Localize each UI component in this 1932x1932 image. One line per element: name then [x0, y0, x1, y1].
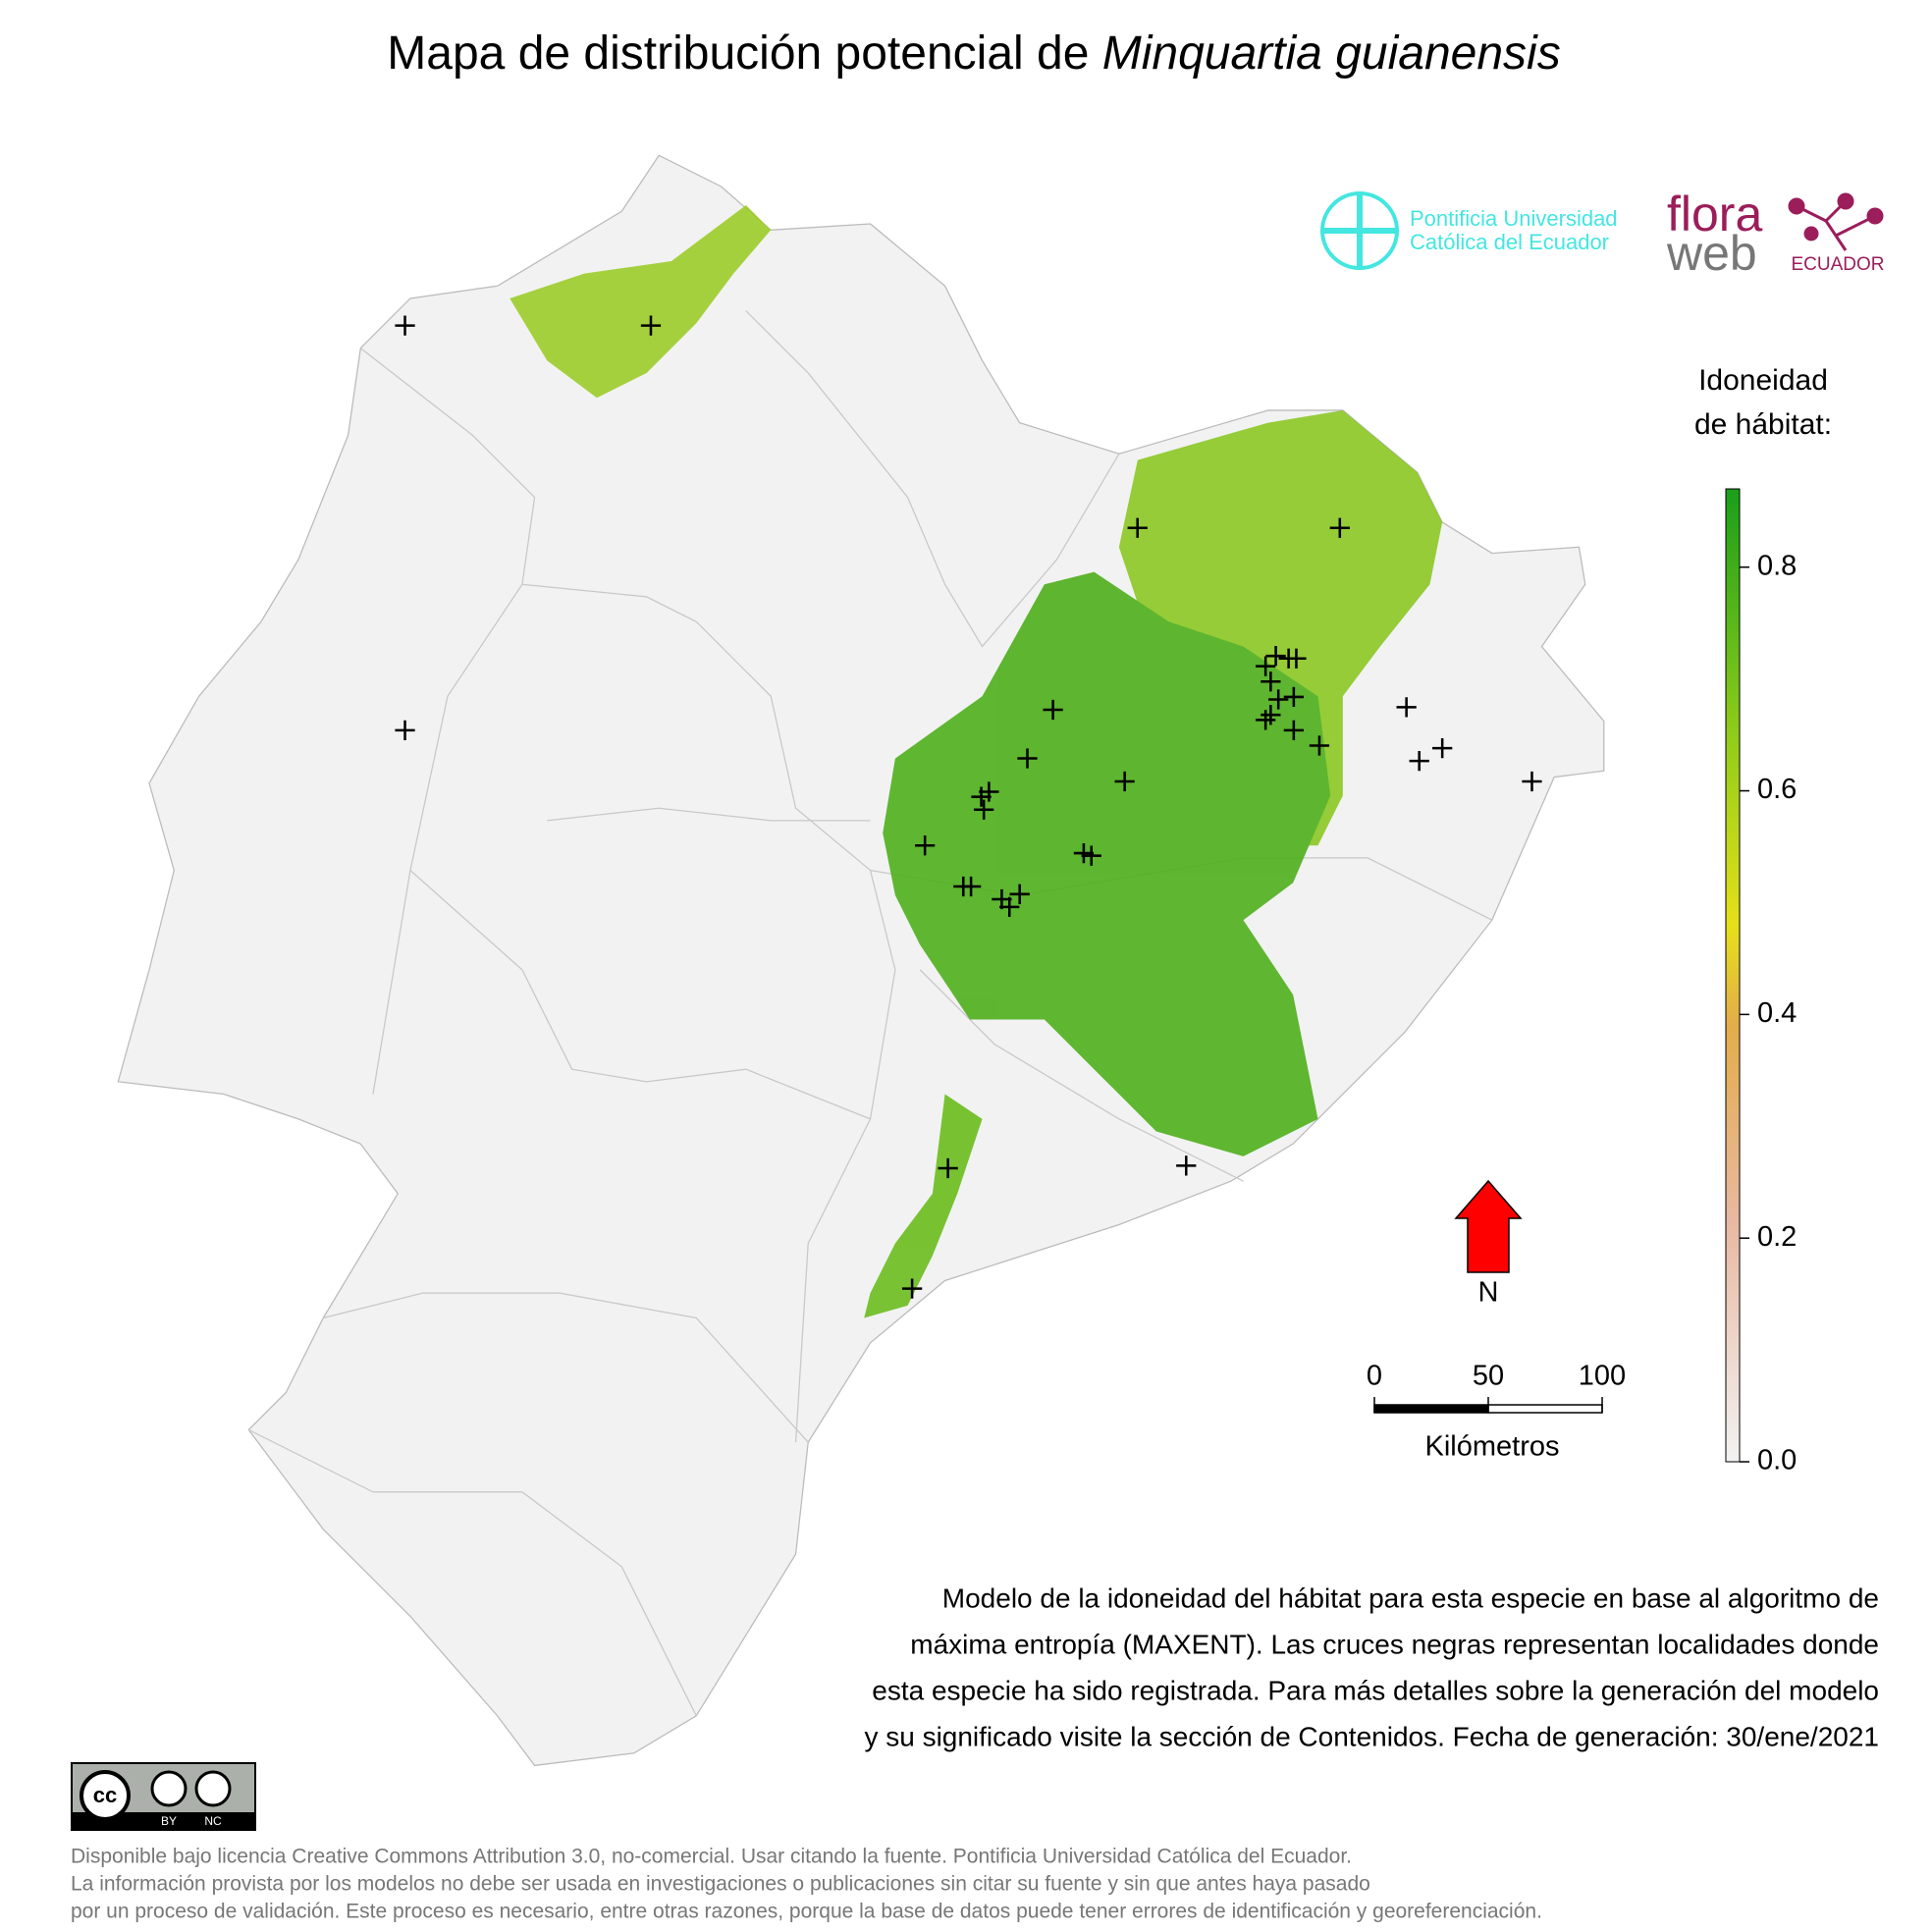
- locality-cross: [1329, 517, 1350, 538]
- locality-cross: [1009, 884, 1030, 904]
- locality-cross: [999, 896, 1020, 917]
- locality-cross: [1396, 697, 1417, 718]
- scale-tick-label: 0: [1367, 1361, 1382, 1392]
- title-species: Minquartia guianensis: [1102, 27, 1561, 80]
- logo-web: web: [1666, 226, 1757, 281]
- scale-segment: [1487, 1404, 1603, 1414]
- locality-cross: [938, 1157, 958, 1179]
- legend-title: de hábitat:: [1694, 408, 1832, 441]
- locality-cross: [979, 781, 999, 802]
- license: Disponible bajo licencia Creative Common…: [71, 1846, 1542, 1923]
- description: Modelo de la idoneidad del hábitat para …: [864, 1583, 1879, 1751]
- logo-text: Pontificia Universidad: [1410, 206, 1618, 231]
- north-label: N: [1478, 1277, 1499, 1309]
- locality-cross: [974, 799, 994, 820]
- colorbar-tick-label: 0.4: [1757, 997, 1797, 1029]
- scale-segment: [1373, 1404, 1489, 1414]
- locality-cross: [901, 1278, 923, 1299]
- colorbar-gradient: [1725, 488, 1741, 1463]
- colorbar: 0.0 0.2 0.4 0.6 0.8: [1725, 488, 1797, 1476]
- map: [117, 154, 1605, 1767]
- description-line: Modelo de la idoneidad del hábitat para …: [942, 1583, 1879, 1613]
- scale-tick-label: 50: [1473, 1361, 1504, 1392]
- colorbar-tick-label: 0.6: [1757, 774, 1797, 805]
- locality-cross: [1017, 748, 1038, 769]
- map-title: Mapa de distribución potencial de Minqua…: [387, 27, 1560, 80]
- title-prefix: Mapa de distribución potencial de: [387, 27, 1089, 80]
- habitat-suitability: [510, 204, 1443, 1318]
- description-line: máxima entropía (MAXENT). Las cruces neg…: [910, 1629, 1879, 1659]
- license-line: La información provista por los modelos …: [71, 1873, 1370, 1896]
- locality-cross: [1309, 735, 1330, 756]
- cc-badge: cc BY NC: [71, 1762, 256, 1831]
- svg-text:cc: cc: [93, 1783, 117, 1807]
- locality-cross: [640, 315, 662, 336]
- locality-cross: [1261, 705, 1281, 725]
- locality-cross: [1409, 751, 1429, 772]
- locality-cross: [1256, 656, 1276, 676]
- country-outline: [117, 154, 1605, 1767]
- locality-cross: [395, 720, 415, 740]
- locality-cross: [960, 876, 982, 897]
- locality-cross: [1256, 710, 1276, 730]
- localities: [395, 315, 1542, 1299]
- locality-cross: [915, 835, 936, 856]
- locality-cross: [1268, 689, 1289, 710]
- locality-cross: [1261, 671, 1281, 692]
- logo-text: Católica del Ecuador: [1410, 230, 1609, 254]
- locality-cross: [1081, 845, 1101, 866]
- license-line: Disponible bajo licencia Creative Common…: [71, 1846, 1352, 1868]
- logo-country: ECUADOR: [1791, 254, 1884, 275]
- logo-tree: [1788, 192, 1884, 251]
- description-line: y su significado visite la sección de Co…: [864, 1721, 1879, 1751]
- scale-bar: 0 50 100: [1367, 1361, 1626, 1414]
- locality-cross: [395, 315, 415, 336]
- badge-text: BY: [161, 1814, 177, 1828]
- locality-cross: [1283, 686, 1304, 708]
- legend-title: Idoneidad: [1698, 364, 1828, 397]
- description-line: esta especie ha sido registrada. Para má…: [872, 1675, 1879, 1705]
- locality-cross: [1127, 517, 1148, 538]
- north-arrow: [1454, 1179, 1523, 1273]
- locality-cross: [1176, 1155, 1197, 1176]
- logo-puce: Pontificia Universidad Católica del Ecua…: [1320, 191, 1618, 270]
- locality-cross: [1265, 646, 1286, 667]
- locality-cross: [1283, 720, 1304, 740]
- scale-tick-label: 100: [1579, 1361, 1626, 1392]
- locality-cross: [1286, 648, 1307, 669]
- license-line: por un proceso de validación. Este proce…: [71, 1901, 1542, 1923]
- colorbar-tick-label: 0.0: [1757, 1445, 1797, 1476]
- scale-unit: Kilómetros: [1425, 1431, 1560, 1463]
- locality-cross: [1114, 771, 1135, 792]
- locality-cross: [1043, 699, 1063, 721]
- badge-text: NC: [204, 1814, 222, 1828]
- colorbar-tick-label: 0.8: [1757, 550, 1797, 581]
- colorbar-tick-label: 0.2: [1757, 1221, 1797, 1253]
- locality-cross: [1432, 737, 1453, 759]
- logo-flora: flora: [1667, 187, 1762, 242]
- locality-cross: [1522, 771, 1542, 792]
